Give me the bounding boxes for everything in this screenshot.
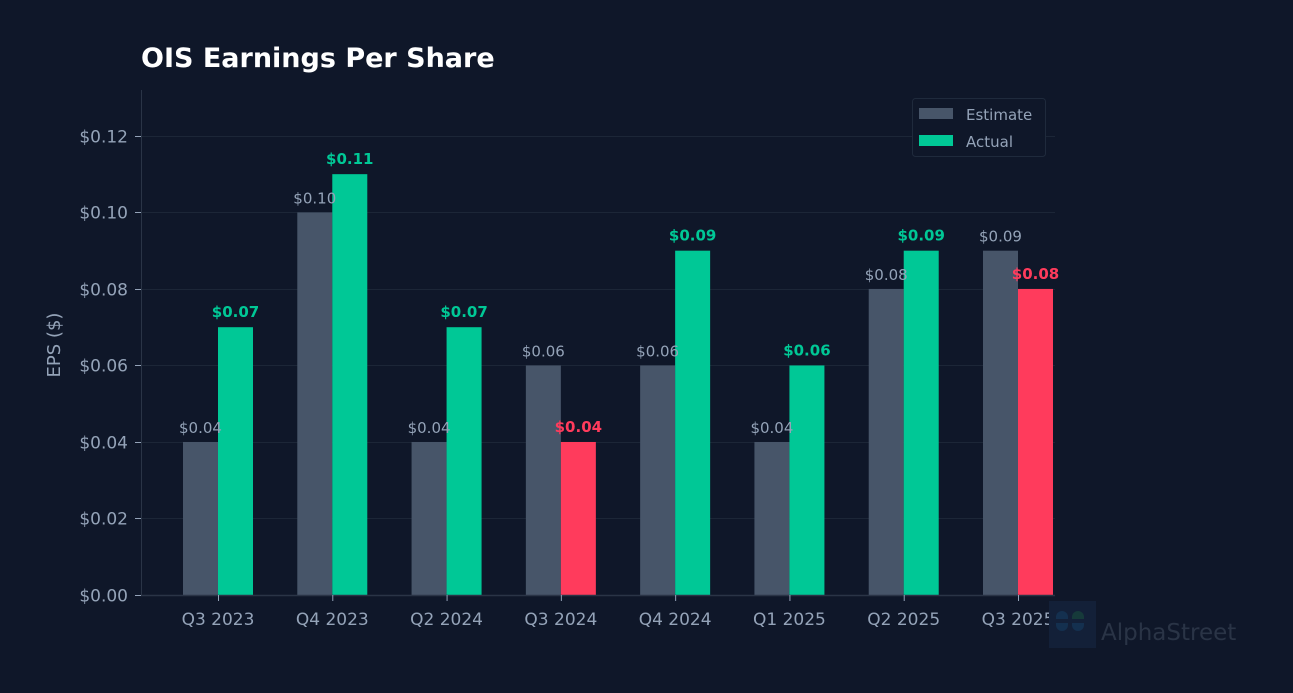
actual-value-label: $0.08	[1012, 265, 1059, 283]
y-tick-label: $0.02	[79, 510, 128, 530]
estimate-value-label: $0.06	[522, 342, 565, 360]
estimate-value-label: $0.09	[979, 228, 1022, 246]
estimate-bar	[640, 365, 676, 595]
x-tick-label: Q4 2024	[639, 610, 712, 630]
y-tick-label: $0.08	[79, 281, 128, 301]
estimate-bar	[868, 288, 904, 595]
x-tick-label: Q3 2025	[982, 610, 1055, 630]
actual-value-label: $0.09	[897, 227, 944, 245]
x-tick-label: Q4 2023	[296, 610, 369, 630]
actual-bar-beat	[446, 327, 482, 595]
x-tick-label: Q3 2023	[182, 610, 255, 630]
y-tick-label: $0.06	[79, 357, 128, 377]
actual-bar-beat	[218, 327, 253, 595]
estimate-bar	[297, 212, 333, 595]
bars	[183, 174, 1053, 595]
actual-value-label: $0.07	[212, 303, 259, 321]
actual-bar-miss	[1018, 288, 1053, 595]
x-tick-label: Q1 2025	[753, 610, 826, 630]
estimate-bar	[754, 441, 790, 595]
actual-value-label: $0.04	[555, 418, 602, 436]
axes: $0.00 $0.02 $0.04 $0.06 $0.08 $0.10 $0.12 Q3 20…	[79, 90, 1055, 630]
estimate-value-label: $0.04	[750, 419, 793, 437]
estimate-value-label: $0.04	[408, 419, 451, 437]
y-tick-label: $0.12	[79, 128, 128, 148]
actual-bar-beat	[332, 174, 368, 595]
estimate-value-label: $0.08	[865, 266, 908, 284]
y-tick-label: $0.00	[79, 587, 128, 607]
legend-swatch-estimate	[919, 108, 953, 119]
actual-value-label: $0.06	[783, 341, 830, 359]
estimate-value-label: $0.04	[179, 419, 222, 437]
legend-label-actual: Actual	[966, 133, 1013, 151]
actual-value-label: $0.07	[440, 303, 487, 321]
x-tick-label: Q3 2024	[524, 610, 597, 630]
estimate-bar	[525, 365, 561, 595]
actual-bar-beat	[903, 250, 939, 595]
watermark: AlphaStreet	[1049, 601, 1236, 648]
bar-labels: $0.04 $0.07 $0.10 $0.11 $0.04 $0.07 $0.06 $0.04…	[179, 150, 1059, 437]
legend: Estimate Actual	[912, 98, 1046, 157]
estimate-bar	[411, 441, 447, 595]
x-tick-label: Q2 2025	[867, 610, 940, 630]
actual-value-label: $0.09	[669, 227, 716, 245]
y-tick-label: $0.10	[79, 204, 128, 224]
alphastreet-logo-icon	[1049, 601, 1096, 648]
estimate-bar	[183, 441, 218, 595]
x-tick-label: Q2 2024	[410, 610, 483, 630]
chart-title: OIS Earnings Per Share	[141, 43, 495, 74]
actual-bar-beat	[675, 250, 711, 595]
y-tick-label: $0.04	[79, 434, 128, 454]
watermark-text: AlphaStreet	[1101, 620, 1236, 646]
estimate-value-label: $0.06	[636, 342, 679, 360]
y-axis-label: EPS ($)	[44, 313, 65, 378]
estimate-value-label: $0.10	[293, 189, 336, 207]
actual-bar-miss	[560, 441, 596, 595]
actual-bar-beat	[789, 365, 825, 595]
legend-swatch-actual	[919, 135, 953, 146]
estimate-bar	[983, 250, 1018, 595]
legend-label-estimate: Estimate	[966, 106, 1032, 124]
actual-value-label: $0.11	[326, 150, 373, 168]
